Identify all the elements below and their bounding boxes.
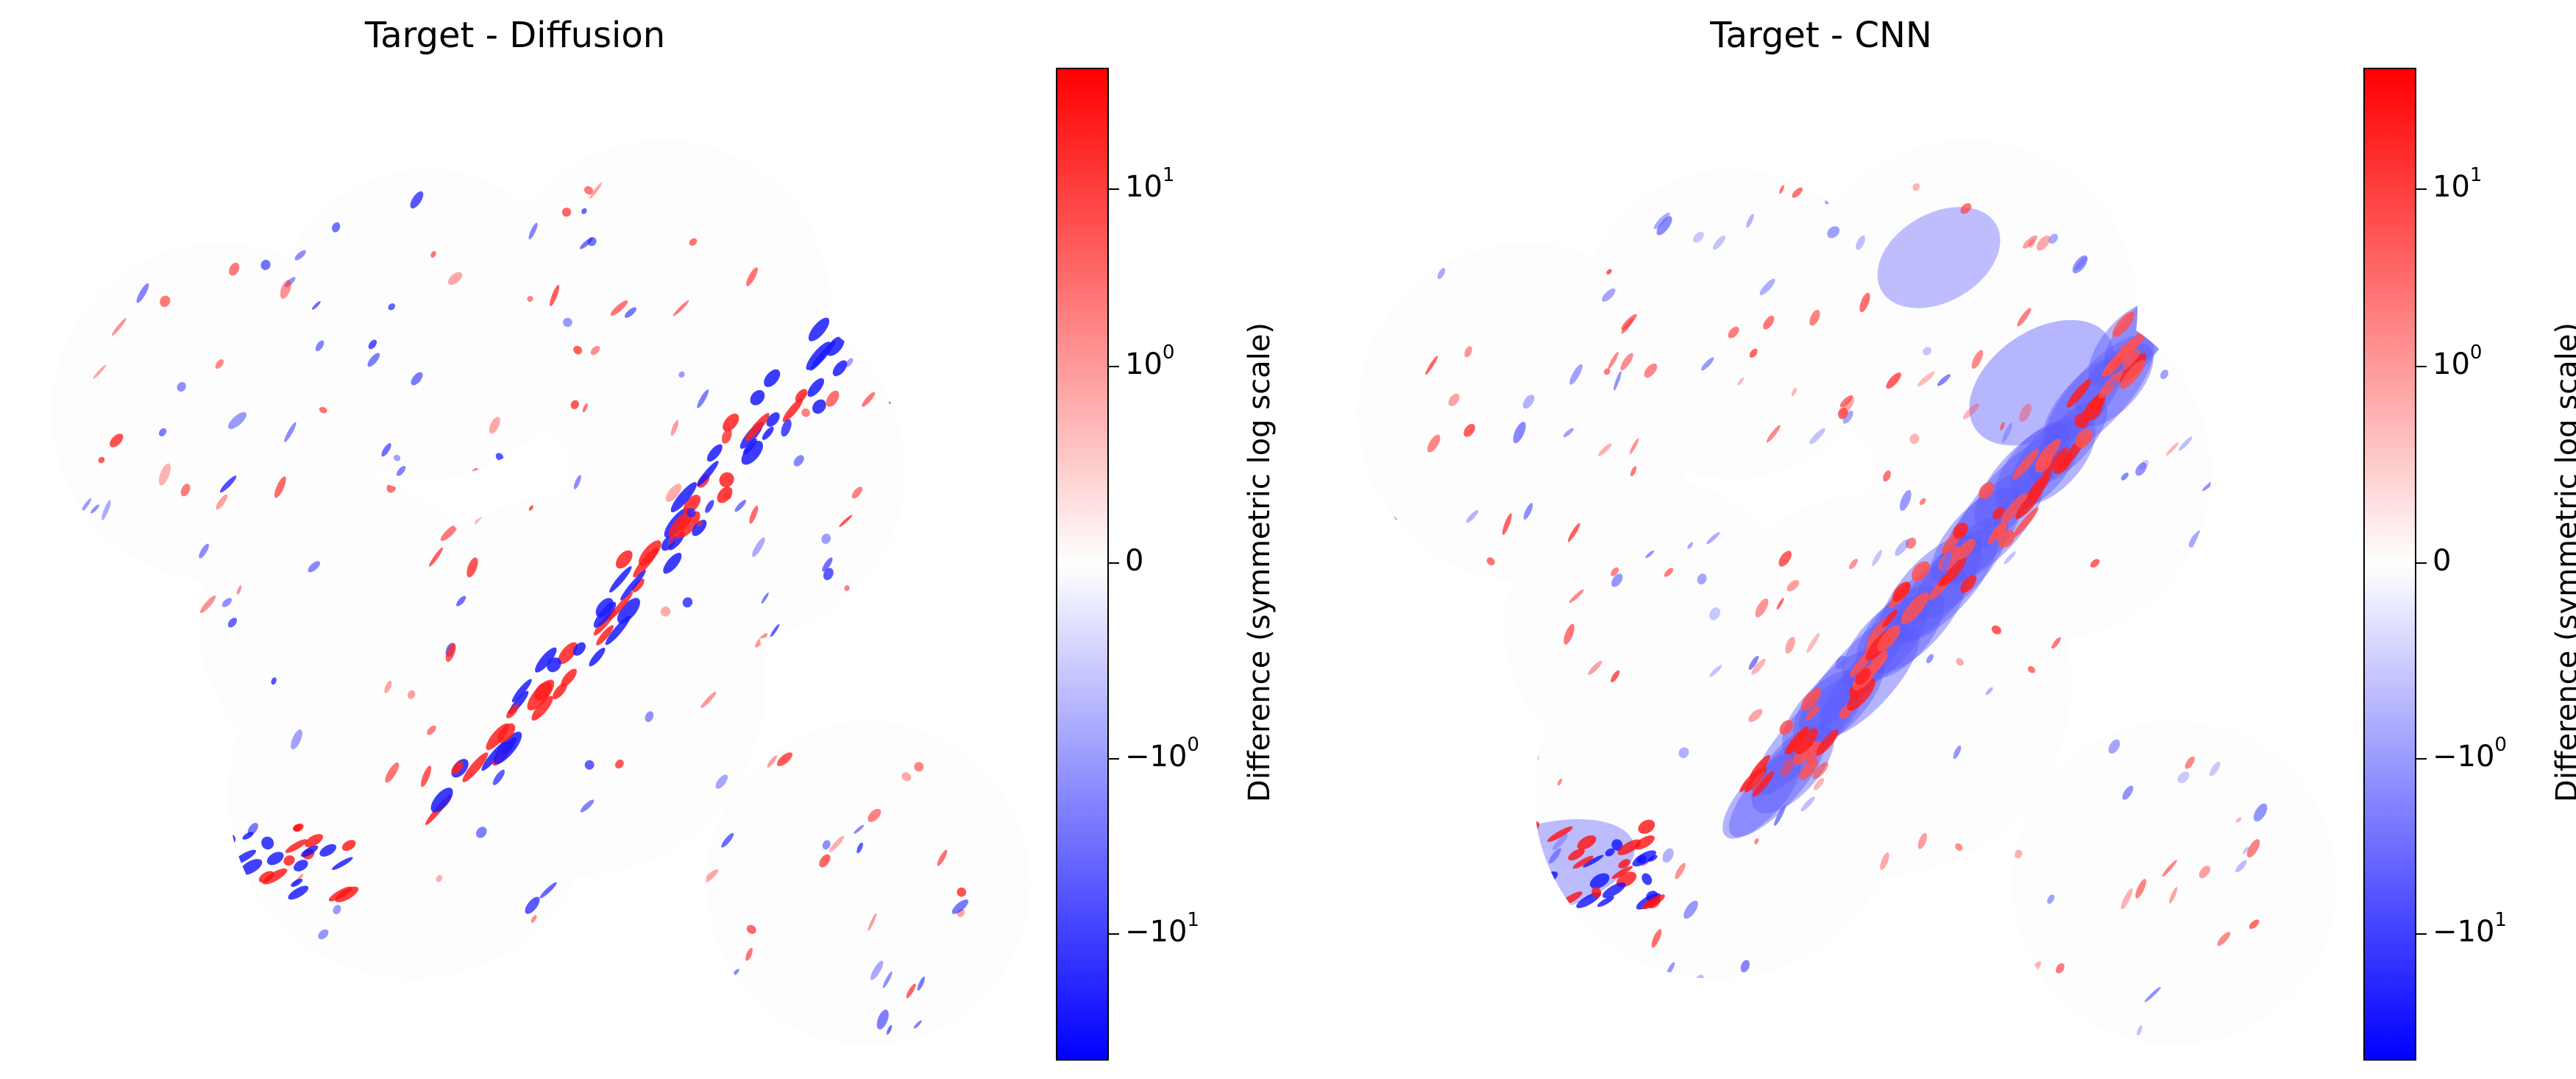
colorbar-tick-label: 0 [1125, 543, 1144, 578]
colorbar-tick-label: 101 [1125, 164, 1175, 205]
colorbar-tick-mark [2416, 933, 2427, 935]
colorbar-tick-mark [1109, 366, 1119, 368]
colorbar-tick-label: 101 [2433, 164, 2483, 205]
colorbar-tick-mark [2416, 366, 2427, 368]
map-diffusion [52, 140, 1030, 1045]
colorbar-tick-mark [2416, 562, 2427, 564]
colorbar-tick-label: −100 [2433, 734, 2507, 774]
map-cnn [1358, 140, 2336, 1045]
colorbar-tick-mark [1109, 188, 1119, 191]
radar-mosaic [52, 140, 1030, 1045]
colorbar-tick-mark [1109, 933, 1119, 935]
colorbar-tick-mark [1109, 757, 1119, 760]
colorbar-cnn [2363, 68, 2416, 1061]
colorbar-tick-mark [2416, 188, 2427, 191]
radar-mosaic [1358, 140, 2336, 1045]
colorbar-tick-label: −100 [1125, 734, 1199, 774]
colorbar-tick-mark [2416, 757, 2427, 760]
colorbar-tick-label: 100 [2433, 342, 2483, 382]
colorbar-tick-label: 0 [2433, 543, 2452, 578]
panel-title-cnn: Target - CNN [1710, 15, 1932, 56]
colorbar-tick-label: −101 [1125, 909, 1199, 949]
colorbar-tick-label: 100 [1125, 342, 1175, 382]
colorbar-diffusion [1056, 68, 1109, 1061]
panel-title-diffusion: Target - Diffusion [364, 15, 666, 56]
colorbar-label-diffusion: Difference (symmetric log scale) [1243, 322, 1277, 802]
colorbar-tick-label: −101 [2433, 909, 2507, 949]
colorbar-label-cnn: Difference (symmetric log scale) [2550, 322, 2576, 802]
colorbar-tick-mark [1109, 562, 1119, 564]
